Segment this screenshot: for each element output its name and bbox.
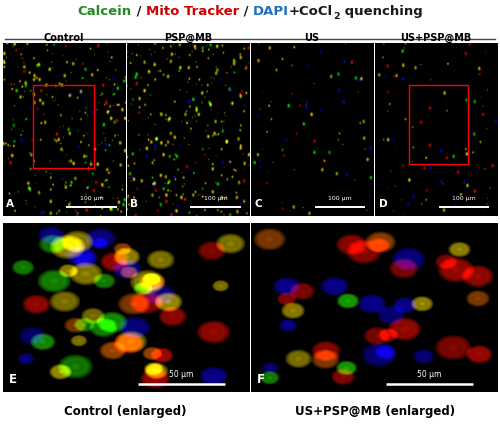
Text: C: C xyxy=(254,198,262,208)
Text: 2: 2 xyxy=(333,12,340,21)
Text: 100 μm: 100 μm xyxy=(328,195,351,200)
Text: DAPI: DAPI xyxy=(253,4,289,18)
Text: +CoCl: +CoCl xyxy=(289,4,333,18)
Text: 100 μm: 100 μm xyxy=(452,195,475,200)
Title: PSP@MB: PSP@MB xyxy=(164,33,212,43)
Text: Control (enlarged): Control (enlarged) xyxy=(64,404,186,417)
Text: F: F xyxy=(257,372,265,385)
Title: Control: Control xyxy=(44,33,84,43)
Text: Calcein: Calcein xyxy=(78,4,132,18)
Title: US+PSP@MB: US+PSP@MB xyxy=(400,33,472,43)
Text: /: / xyxy=(132,4,145,18)
Text: B: B xyxy=(130,198,138,208)
Text: D: D xyxy=(378,198,387,208)
Text: A: A xyxy=(6,198,14,208)
Text: 100 μm: 100 μm xyxy=(80,195,104,200)
Text: /: / xyxy=(239,4,253,18)
Text: 50 μm: 50 μm xyxy=(418,369,442,378)
Text: 50 μm: 50 μm xyxy=(169,369,194,378)
Bar xyxy=(409,85,468,165)
Text: Mito Tracker: Mito Tracker xyxy=(146,4,239,18)
Text: US+PSP@MB (enlarged): US+PSP@MB (enlarged) xyxy=(295,404,455,417)
Text: 100 μm: 100 μm xyxy=(204,195,228,200)
Title: US: US xyxy=(304,33,320,43)
Bar xyxy=(33,85,94,168)
Text: quenching: quenching xyxy=(340,4,422,18)
Text: E: E xyxy=(8,372,16,385)
